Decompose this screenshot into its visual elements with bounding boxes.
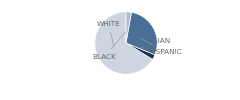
Text: ASIAN: ASIAN [140, 38, 171, 48]
Wedge shape [126, 12, 157, 55]
Text: WHITE: WHITE [97, 21, 120, 47]
Wedge shape [95, 12, 153, 74]
Wedge shape [126, 43, 155, 59]
Wedge shape [126, 12, 132, 43]
Text: BLACK: BLACK [92, 32, 125, 60]
Text: HISPANIC: HISPANIC [140, 38, 182, 55]
